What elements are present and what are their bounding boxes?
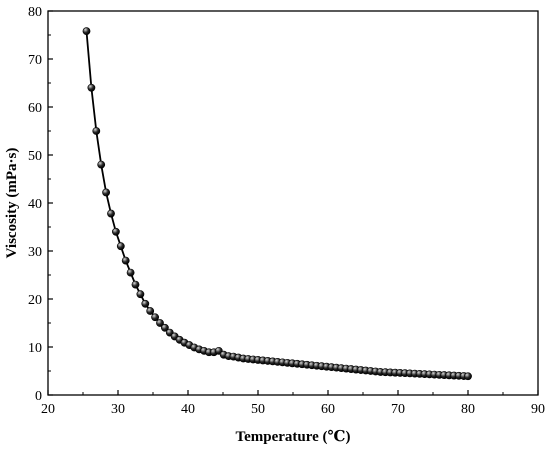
- y-axis-tick-labels: 0 10 20 30 40 50 60 70 80: [28, 5, 42, 404]
- y-tick-label: 60: [28, 101, 42, 116]
- data-point-marker: [121, 256, 130, 265]
- x-axis-tick-labels: 20 30 40 50 60 70 80 90: [41, 402, 545, 417]
- data-point-marker: [141, 299, 150, 308]
- x-tick-label: 20: [41, 402, 55, 417]
- x-tick-label: 80: [461, 402, 475, 417]
- x-tick-label: 50: [251, 402, 265, 417]
- x-tick-label: 90: [531, 402, 545, 417]
- data-point-marker: [464, 372, 472, 381]
- x-tick-label: 60: [321, 402, 335, 417]
- y-tick-label: 20: [28, 293, 42, 308]
- y-axis-ticks: [48, 10, 53, 396]
- data-point-marker: [87, 83, 96, 92]
- data-point-marker: [112, 227, 120, 236]
- data-point-marker: [82, 27, 91, 36]
- x-axis-title: Temperature (℃): [235, 429, 350, 445]
- x-tick-label: 30: [111, 402, 125, 417]
- data-point-marker: [131, 280, 140, 289]
- data-point-marker: [97, 160, 106, 169]
- y-tick-label: 40: [28, 197, 42, 212]
- y-tick-label: 10: [28, 341, 42, 356]
- y-tick-label: 50: [28, 149, 42, 164]
- data-point-marker: [151, 313, 159, 322]
- y-tick-label: 80: [28, 5, 42, 20]
- data-point-marker: [107, 209, 115, 218]
- data-point-marker: [156, 319, 164, 327]
- x-tick-label: 40: [181, 402, 195, 417]
- viscosity-series-line: [85, 31, 469, 378]
- data-point-marker: [126, 268, 135, 277]
- data-point-marker: [160, 323, 169, 332]
- y-tick-label: 0: [35, 389, 42, 404]
- y-tick-label: 70: [28, 53, 42, 68]
- y-tick-label: 30: [28, 245, 42, 260]
- viscosity-series-markers: [82, 27, 472, 381]
- data-point-marker: [116, 242, 125, 251]
- data-point-marker: [136, 290, 145, 299]
- y-axis-title: Viscosity (mPa·s): [4, 148, 20, 259]
- plot-frame: [47, 10, 539, 396]
- data-point-marker: [102, 188, 110, 197]
- x-tick-label: 70: [391, 402, 405, 417]
- data-point-marker: [92, 127, 101, 135]
- x-axis-ticks: [47, 390, 539, 395]
- data-point-marker: [146, 307, 155, 315]
